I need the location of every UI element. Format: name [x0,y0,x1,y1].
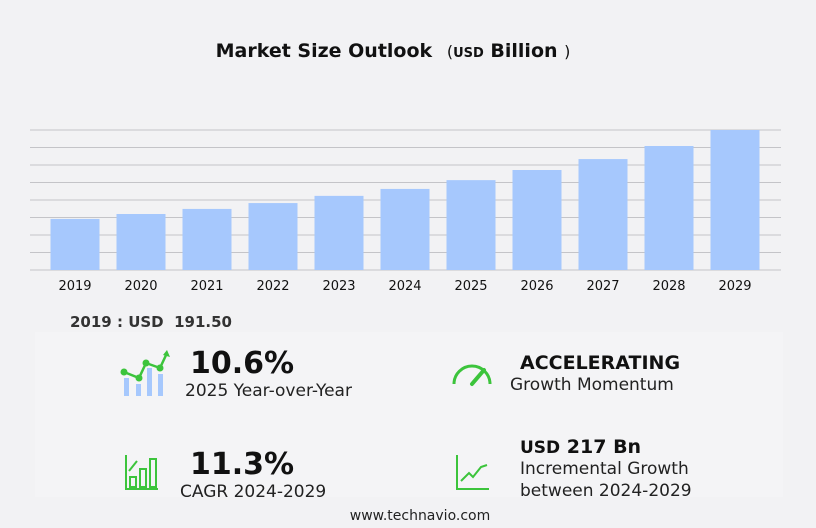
momentum-value: ACCELERATING [520,352,681,374]
x-tick-label: 2023 [322,279,355,294]
title-unit-label: Billion [490,40,558,62]
yoy-value: 10.6% [190,346,295,381]
yoy-icon [118,348,172,402]
title-paren-open: ( [446,42,454,61]
x-tick-label: 2024 [388,279,421,294]
bar-2027 [578,159,628,270]
bar-2029 [710,130,760,270]
x-tick-label: 2026 [520,279,553,294]
title-unit: USD [453,46,484,61]
incremental-value: 217 Bn [566,436,642,458]
stats-panel [35,332,783,497]
x-tick-label: 2028 [652,279,685,294]
chart-growth-icon [120,350,170,396]
bar-2021 [182,208,232,270]
momentum-label: Growth Momentum [510,375,674,395]
footer-url: www.technavio.com [349,508,491,524]
bar-2026 [512,170,562,270]
title-main: Market Size Outlook [215,40,433,62]
yoy-label: 2025 Year-over-Year [185,381,352,401]
x-tick-label: 2027 [586,279,619,294]
bar-2025 [446,180,496,270]
chart-title: Market Size Outlook (USD Billion ) [0,40,786,62]
incremental-label-2: between 2024-2029 [520,481,692,501]
x-tick-label: 2029 [718,279,751,294]
x-tick-label: 2022 [256,279,289,294]
x-tick-label: 2019 [58,279,91,294]
x-tick-label: 2021 [190,279,223,294]
cagr-label: CAGR 2024-2029 [180,482,327,502]
title-paren-close: ) [564,42,571,61]
cagr-value: 11.3% [190,447,295,482]
bar-2020 [116,214,166,270]
bar-2019 [50,218,100,270]
bar-chart-arrow-icon [125,455,158,490]
line-chart-up-icon [456,455,489,490]
x-tick-label: 2020 [124,279,157,294]
incremental-label-1: Incremental Growth [520,459,689,479]
x-tick-label: 2025 [454,279,487,294]
incremental-prefix: USD [520,438,561,458]
bar-2022 [248,203,298,270]
bar-2023 [314,195,364,270]
bar-2028 [644,146,694,270]
speedometer-icon [452,364,492,386]
base-year-value: 2019 : USD 191.50 [70,313,232,331]
bar-chart: 2019 2020 2021 2022 2023 2024 2025 2026 2027 2028… [30,129,781,294]
bar-2024 [380,188,430,270]
